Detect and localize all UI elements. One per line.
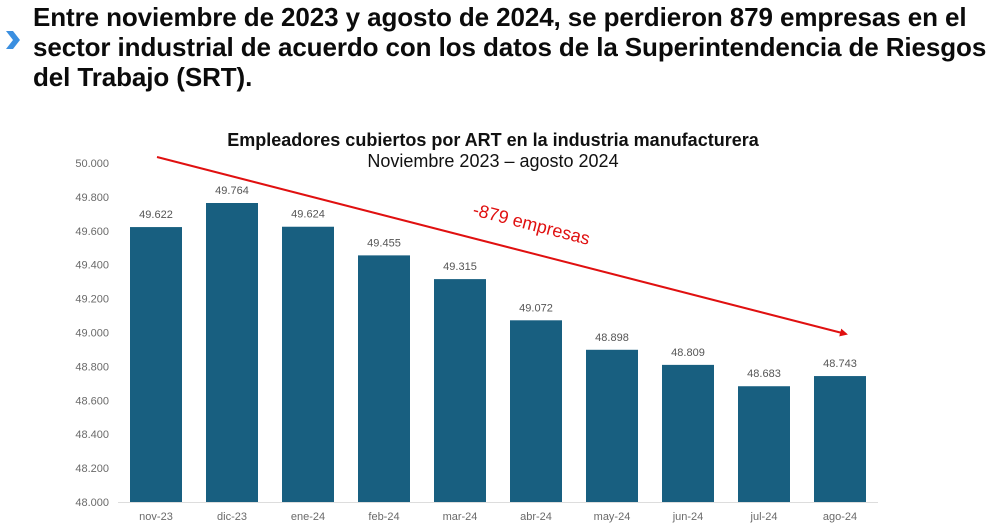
x-tick-label: abr-24 [520,511,552,523]
y-tick-label: 48.000 [75,497,109,509]
trend-arrow [156,156,848,337]
data-label: 49.315 [443,261,477,273]
headline-text: Entre noviembre de 2023 y agosto de 2024… [33,2,987,92]
y-tick-label: 49.800 [75,192,109,204]
data-label: 48.743 [823,358,857,370]
y-tick-label: 50.000 [75,158,109,170]
x-tick-label: jul-24 [750,511,778,523]
trend-annotation: -879 empresas [156,156,848,337]
bar-dic-23 [206,203,258,502]
data-label: 48.683 [747,368,781,380]
bar-nov-23 [130,227,182,503]
data-label: 49.624 [291,209,325,221]
x-tick-label: dic-23 [217,511,247,523]
data-label: 48.898 [595,332,629,344]
y-tick-label: 49.400 [75,260,109,272]
bars [130,203,866,503]
bar-feb-24 [358,255,410,502]
x-tick-label: ene-24 [291,511,325,523]
chevron-right-icon [6,31,20,49]
y-axis: 48.000 48.200 48.400 48.600 48.800 49.000 49.2… [75,158,109,509]
x-tick-label: mar-24 [443,511,478,523]
x-tick-label: may-24 [594,511,631,523]
x-axis: nov-23 dic-23 ene-24 feb-24 mar-24 abr-24 may-… [139,511,857,523]
y-tick-label: 49.200 [75,294,109,306]
y-tick-label: 49.600 [75,226,109,238]
y-tick-label: 48.400 [75,429,109,441]
chart-subtitle: Noviembre 2023 – agosto 2024 [367,151,619,171]
bar-jun-24 [662,364,714,502]
y-tick-label: 48.600 [75,395,109,407]
y-tick-label: 48.200 [75,463,109,475]
data-label: 48.809 [671,347,705,359]
x-tick-label: feb-24 [368,511,399,523]
bar-ene-24 [282,226,334,502]
data-label: 49.455 [367,237,401,249]
x-tick-label: jun-24 [672,511,704,523]
bar-ago-24 [814,376,866,502]
x-tick-label: nov-23 [139,511,173,523]
data-labels: 49.622 49.764 49.624 49.455 49.315 49.072 48.8… [139,185,857,380]
data-label: 49.764 [215,185,249,197]
data-label: 49.072 [519,302,553,314]
bar-jul-24 [738,386,790,502]
x-tick-label: ago-24 [823,511,857,523]
data-label: 49.622 [139,209,173,221]
bar-mar-24 [434,279,486,502]
bar-may-24 [586,349,638,502]
y-tick-label: 49.000 [75,328,109,340]
bar-abr-24 [510,320,562,502]
chart-title: Empleadores cubiertos por ART en la indu… [227,130,759,150]
y-tick-label: 48.800 [75,361,109,373]
